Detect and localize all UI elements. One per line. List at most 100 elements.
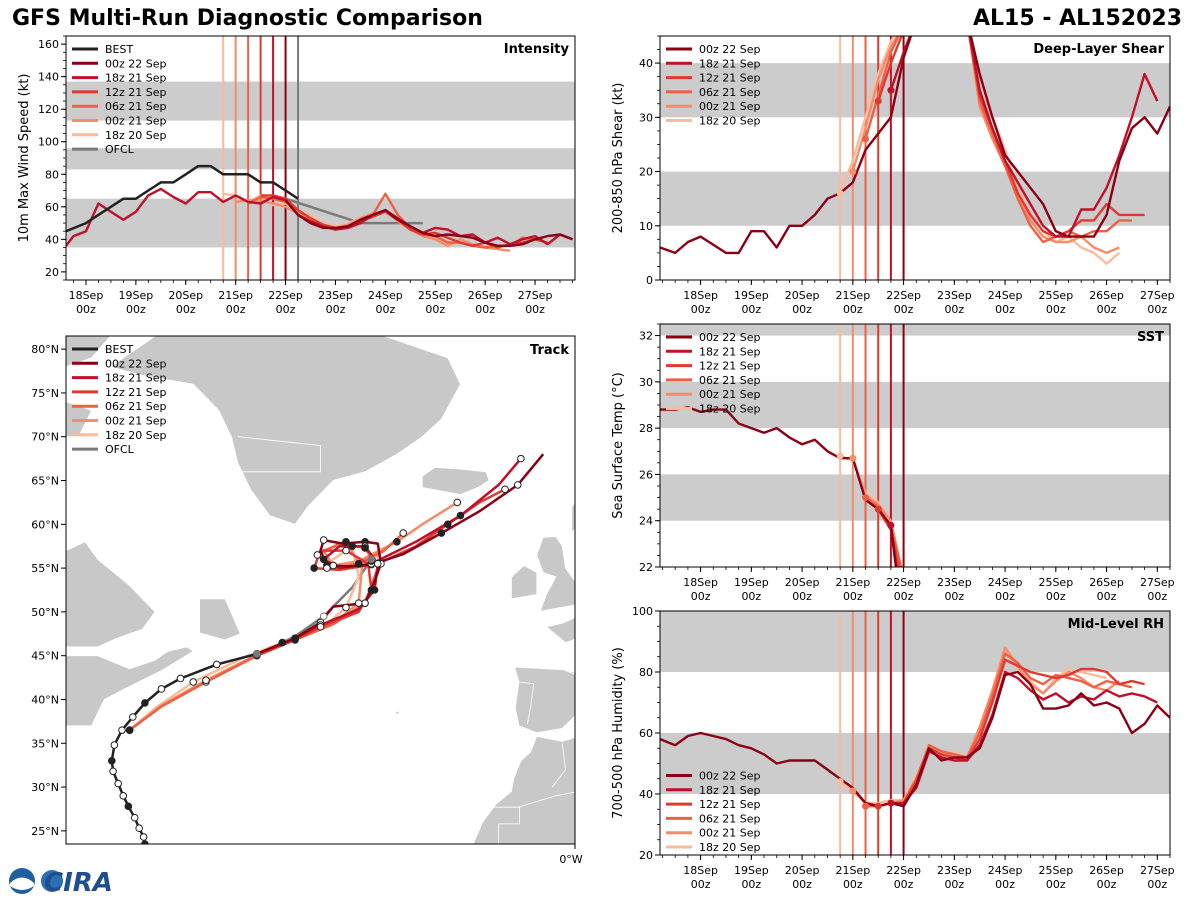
panel-frame — [65, 335, 576, 845]
x-tick-label: 00z — [894, 590, 914, 603]
track-position-marker — [253, 650, 261, 658]
x-tick-label: 21Sep — [218, 289, 253, 302]
cira-globe-icon — [41, 870, 63, 892]
shading-band — [660, 474, 1170, 521]
x-tick-label: 26Sep — [1089, 289, 1124, 302]
y-tick-label: 22 — [639, 561, 653, 574]
track-position-marker — [323, 564, 331, 572]
y-axis-label: 700-500 hPa Humidity (%) — [611, 647, 626, 819]
y-tick-label: 32 — [639, 330, 653, 343]
x-tick-label: 00z — [843, 303, 863, 316]
x-tick-label: 24Sep — [368, 289, 403, 302]
panel-title: Mid-Level RH — [1068, 617, 1164, 632]
track-position-marker — [139, 833, 148, 841]
track-position-marker — [354, 599, 363, 607]
y-tick-label: 20 — [45, 266, 59, 279]
x-tick-label: 00z — [76, 303, 96, 316]
x-tick-label: 00z — [1046, 590, 1066, 603]
track-position-marker — [367, 555, 376, 564]
panel-frame — [659, 323, 1171, 568]
x-tick-label: 00z — [226, 303, 246, 316]
x-tick-label: 0°W — [559, 853, 582, 866]
legend-label: 00z 22 Sep — [105, 357, 167, 370]
x-tick-label: 19Sep — [734, 864, 769, 877]
shading-band — [660, 324, 1170, 336]
x-tick-label: 00z — [792, 303, 812, 316]
x-tick-label: 00z — [741, 878, 761, 891]
africa-border — [492, 806, 520, 844]
legend-label: 18z 21 Sep — [105, 72, 167, 85]
panel-rh: 2040608010018Sep00z19Sep00z20Sep00z21Sep… — [611, 605, 1175, 891]
ireland-land — [510, 565, 538, 600]
x-tick-label: 25Sep — [418, 289, 453, 302]
norway-land — [571, 501, 575, 535]
legend-label: 18z 20 Sep — [105, 129, 167, 142]
series-line — [284, 199, 573, 248]
shading-band — [660, 63, 1170, 118]
x-tick-label: 00z — [1046, 878, 1066, 891]
x-tick-label: 27Sep — [518, 289, 553, 302]
plot-area — [660, 324, 1170, 567]
x-tick-label: 00z — [691, 878, 711, 891]
greenland-border — [231, 436, 321, 473]
x-tick-label: 24Sep — [988, 864, 1023, 877]
x-tick-label: 00z — [176, 303, 196, 316]
x-tick-label: 23Sep — [937, 289, 972, 302]
series-start-marker — [849, 454, 857, 462]
series-start-marker — [874, 97, 882, 105]
track-position-marker — [125, 726, 134, 734]
track-position-marker — [443, 520, 452, 529]
y-tick-label: 80°N — [31, 343, 59, 356]
legend-label: 06z 21 Sep — [699, 812, 761, 825]
x-tick-label: 00z — [843, 878, 863, 891]
x-tick-label: 00z — [1147, 303, 1167, 316]
track-position-marker — [130, 813, 139, 822]
y-tick-label: 70°N — [31, 431, 59, 444]
track-position-marker — [189, 678, 198, 686]
cira-logo-text: CIRA — [44, 868, 113, 896]
x-tick-label: 25Sep — [1038, 864, 1073, 877]
iberia-france-land — [514, 617, 575, 734]
y-tick-label: 20 — [639, 849, 653, 862]
track-position-marker — [348, 542, 357, 551]
legend-label: 18z 21 Sep — [699, 57, 761, 70]
x-tick-label: 27Sep — [1140, 576, 1175, 589]
y-tick-label: 45°N — [31, 650, 59, 663]
y-tick-label: 0 — [646, 274, 653, 287]
legend-label: 00z 22 Sep — [699, 331, 761, 344]
x-tick-label: 00z — [995, 590, 1015, 603]
y-tick-label: 40 — [45, 233, 59, 246]
y-tick-label: 50°N — [31, 606, 59, 619]
x-tick-label: 18Sep — [69, 289, 104, 302]
iceland-land — [421, 466, 490, 495]
x-tick-label: 00z — [375, 303, 395, 316]
page-title: GFS Multi-Run Diagnostic Comparison — [12, 6, 483, 31]
panel-title: SST — [1137, 330, 1164, 345]
x-tick-label: 27Sep — [1140, 864, 1175, 877]
x-tick-label: 23Sep — [937, 576, 972, 589]
x-tick-label: 00z — [894, 303, 914, 316]
y-tick-label: 40°N — [31, 693, 59, 706]
y-tick-label: 20 — [639, 166, 653, 179]
x-tick-label: 00z — [276, 303, 296, 316]
legend-label: BEST — [105, 43, 133, 56]
series-line — [851, 646, 1121, 808]
x-tick-label: 19Sep — [734, 576, 769, 589]
y-tick-label: 35°N — [31, 737, 59, 750]
x-tick-label: 00z — [944, 303, 964, 316]
cira-logo: CIRA — [4, 866, 114, 898]
x-tick-label: 24Sep — [988, 289, 1023, 302]
track-position-marker — [212, 660, 221, 669]
track-position-marker — [108, 756, 116, 765]
x-tick-label: 21Sep — [835, 289, 870, 302]
track-position-marker — [316, 622, 325, 631]
legend-label: BEST — [105, 343, 133, 356]
track-position-marker — [342, 538, 350, 546]
x-tick-label: 25Sep — [1038, 576, 1073, 589]
track-position-marker — [319, 536, 328, 544]
spain-france-border — [563, 669, 575, 675]
y-tick-label: 10 — [639, 220, 653, 233]
y-tick-label: 100 — [38, 136, 59, 149]
legend-label: 18z 20 Sep — [699, 841, 761, 854]
